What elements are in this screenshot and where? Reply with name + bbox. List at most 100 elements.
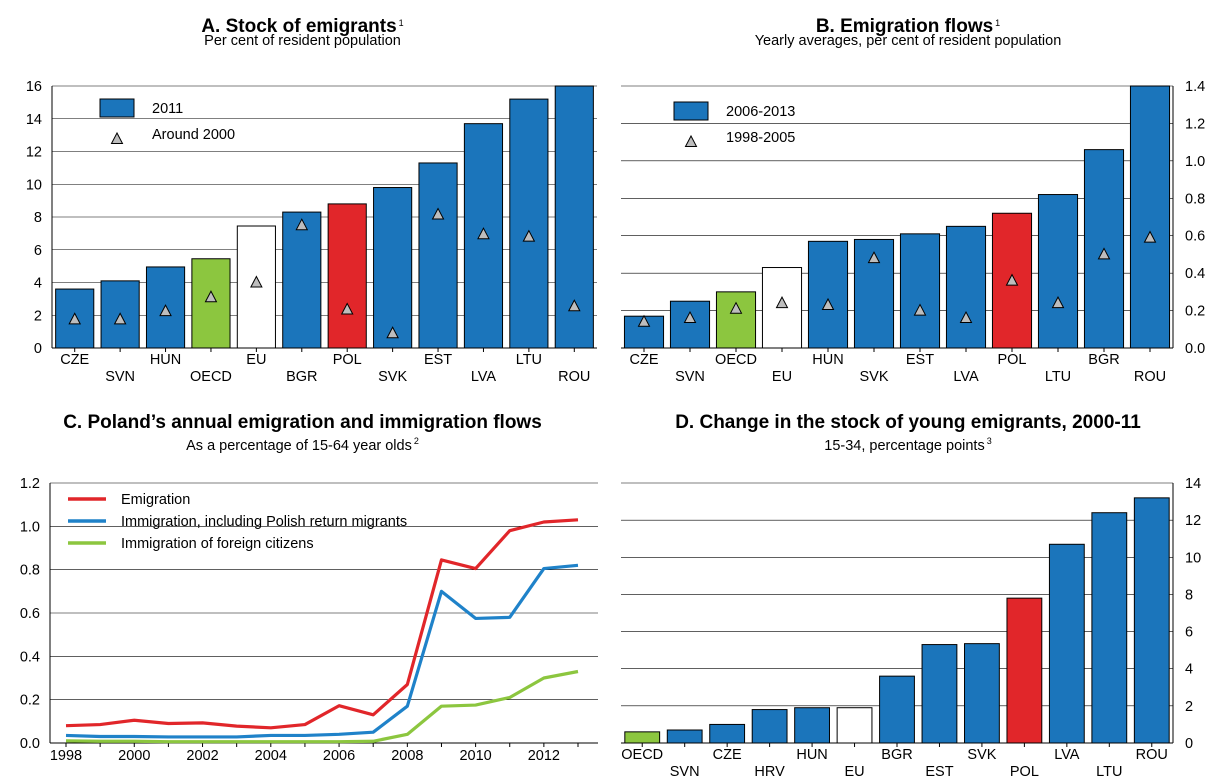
bar [327,203,367,349]
panel-c-subtitle-text: As a percentage of 15-64 year olds [186,438,412,454]
x-tick-label: 2002 [186,748,218,764]
y-tick-label: 4 [34,276,42,292]
legend-label: Emigration [121,492,190,508]
bar [794,707,830,744]
x-tick-label: EST [906,352,934,368]
x-tick-label: BGR [1088,352,1119,368]
bar [666,729,703,744]
y-tick-label: 2 [1185,699,1193,715]
legend-swatch [99,98,135,118]
panel-d-title: D. Change in the stock of young emigrant… [675,412,1141,433]
y-tick-label: 1.4 [1185,79,1205,95]
y-tick-label: 1.0 [20,519,40,535]
x-tick-label: HUN [150,352,181,368]
bar [751,709,788,744]
y-tick-label: 0.0 [20,736,40,752]
bar [1048,543,1085,744]
x-tick-label: LTU [1096,764,1122,778]
y-tick-label: 12 [1185,513,1201,529]
bar [509,98,549,349]
chart-b: 0.0 0.2 0.4 0.6 0.8 1.0 1.2 1.4 CZE SVN OECD EU HUN S… [621,79,1205,385]
x-tick-label: SVK [378,369,407,385]
panel-c: C. Poland’s annual emigration and immigr… [0,390,605,778]
marker-triangle [1051,296,1065,309]
marker-triangle [295,218,309,231]
y-tick-label: 0.4 [20,649,40,665]
y-tick-label: 16 [26,79,42,95]
bar [282,211,322,349]
x-tick-label: POL [997,352,1026,368]
y-tick-label: 1.2 [20,476,40,492]
x-tick-label: LTU [1045,369,1071,385]
bar [1037,194,1079,349]
bar [945,225,987,349]
x-tick-label: LVA [471,369,497,385]
panel-c-subtitle: As a percentage of 15-64 year olds 2 [0,433,605,455]
x-tick-label: ROU [1136,747,1168,763]
legend-label: 2006-2013 [726,104,795,120]
bar [418,162,458,349]
x-tick-label: CZE [713,747,742,763]
x-tick-label: 2000 [118,748,150,764]
x-tick-label: 2010 [459,748,491,764]
x-tick-label: OECD [715,352,757,368]
y-tick-label: 0.6 [20,606,40,622]
x-tick-label: SVK [967,747,996,763]
x-tick-label: LTU [516,352,542,368]
panel-a-title-sup: 1 [398,18,404,28]
y-tick-label: 8 [1185,587,1193,603]
bar [836,707,873,744]
x-tick-label: BGR [881,747,912,763]
legend-marker [684,134,698,147]
x-tick-label: OECD [621,747,663,763]
legend-label: Around 2000 [152,127,235,143]
chart-a: 0 2 4 6 8 10 12 14 16 CZE SVN HUN OECD EU BGR POL SVK EST… [26,79,597,385]
x-tick-label: HUN [812,352,843,368]
marker-triangle [775,296,789,309]
y-tick-label: 14 [1185,476,1201,492]
panel-a-title: A. Stock of emigrants 1 [0,12,605,38]
y-tick-label: 1.0 [1185,154,1205,170]
x-tick-label: 2012 [528,748,560,764]
y-tick-label: 10 [26,177,42,193]
x-tick-label: LVA [953,369,979,385]
panel-b: B. Emigration flows 1 Yearly averages, pe… [605,0,1211,390]
y-tick-label: 0.4 [1185,266,1205,282]
x-tick-label: CZE [630,352,659,368]
marker-triangle [913,303,927,316]
x-tick-label: 2006 [323,748,355,764]
y-tick-label: 0.8 [20,563,40,579]
series-line [65,563,579,739]
marker-triangle [959,310,973,324]
bar [879,675,915,744]
x-tick-label: OECD [190,369,232,385]
marker-triangle [1005,273,1019,286]
marker-triangle [386,326,399,339]
x-tick-label: ROU [1134,369,1166,385]
x-tick-label: EST [424,352,452,368]
x-tick-label: SVK [859,369,888,385]
panel-a-title-text: A. Stock of emigrants [201,16,397,37]
legend-label: Immigration of foreign citizens [121,536,314,552]
y-tick-label: 0.0 [1185,341,1205,357]
bar [624,731,661,744]
x-tick-label: 2004 [255,748,287,764]
bar [1091,512,1128,744]
legend-label: 1998-2005 [726,130,795,146]
x-tick-label: 2008 [391,748,423,764]
marker-triangle [113,312,127,325]
panel-b-subtitle: Yearly averages, per cent of resident po… [754,33,1062,49]
x-tick-label: LVA [1054,747,1080,763]
y-tick-label: 10 [1185,550,1201,566]
x-tick-label: POL [333,352,362,368]
x-tick-label: ROU [558,369,590,385]
y-tick-label: 8 [34,210,42,226]
y-tick-label: 6 [1185,625,1193,641]
x-tick-label: HUN [796,747,827,763]
panel-b-title-text: B. Emigration flows [815,16,994,37]
marker-triangle [567,299,581,312]
legend-label: 2011 [152,101,183,117]
y-tick-label: 4 [1185,662,1193,678]
bar [715,291,757,349]
y-tick-label: 2 [34,308,42,324]
